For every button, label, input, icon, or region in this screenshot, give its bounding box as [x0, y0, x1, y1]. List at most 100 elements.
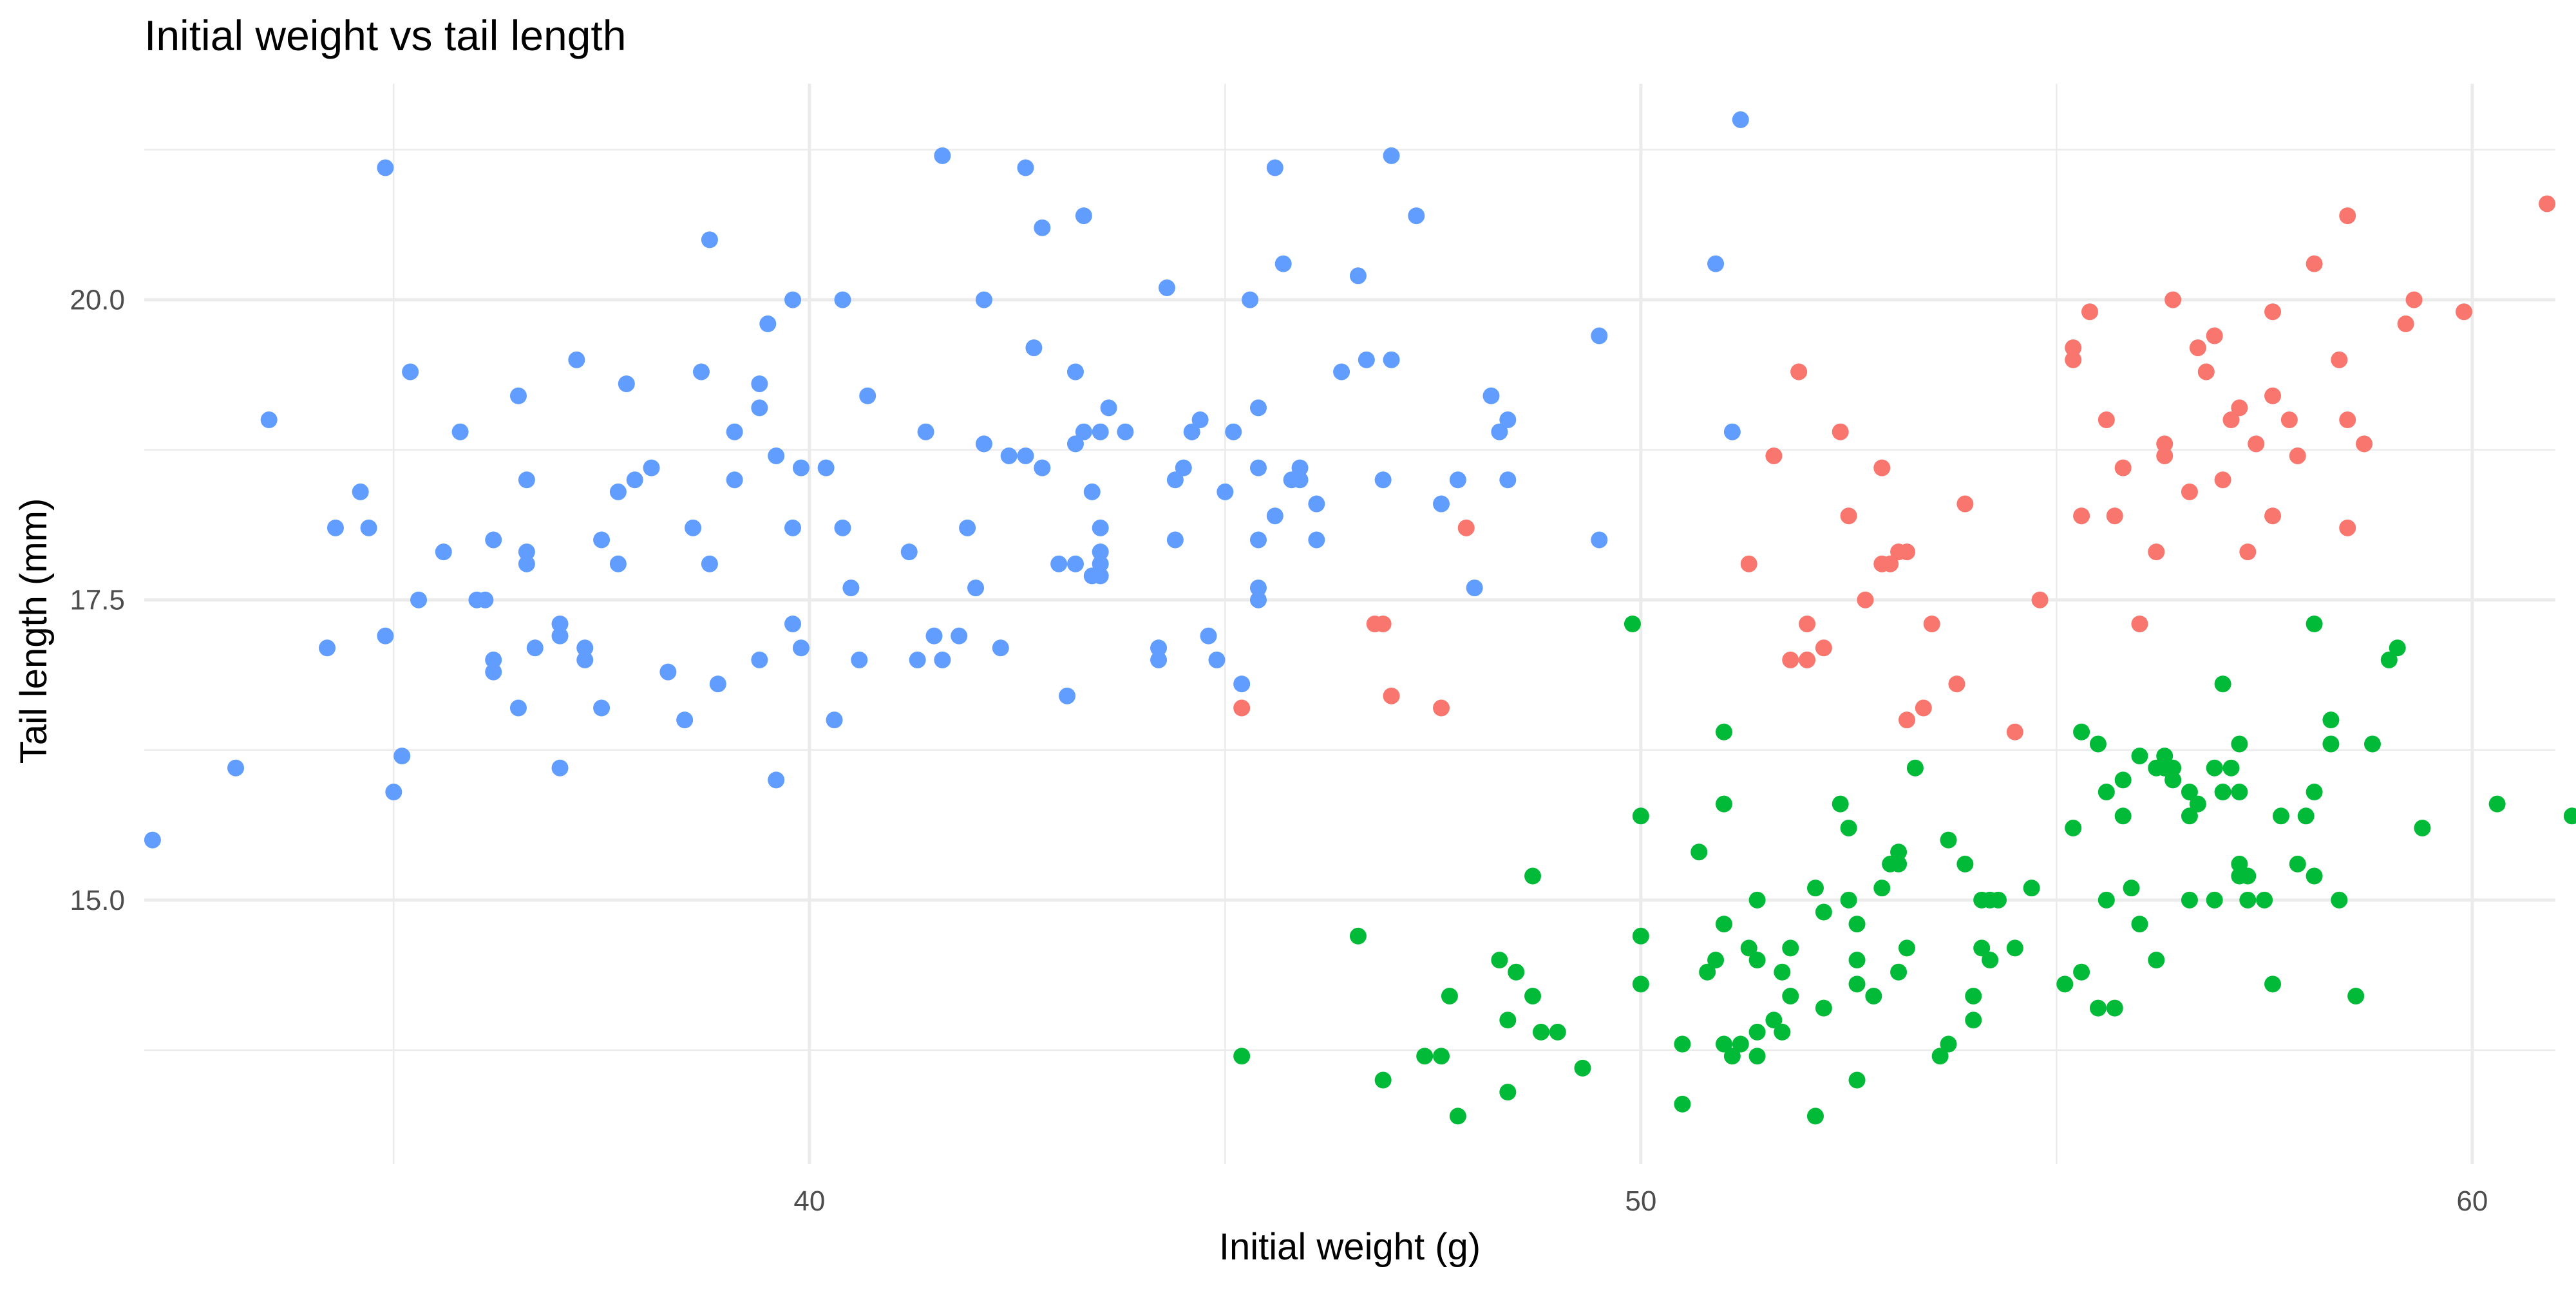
data-point	[2031, 591, 2049, 608]
data-point	[2231, 735, 2248, 753]
data-point	[685, 519, 702, 536]
data-point	[1191, 411, 1209, 429]
data-point	[1674, 1035, 1691, 1053]
data-point	[2114, 807, 2132, 825]
data-point	[1449, 1107, 1466, 1125]
data-point	[144, 831, 161, 849]
data-point	[1965, 1012, 1982, 1029]
data-point	[2006, 723, 2023, 740]
data-point	[2181, 784, 2198, 801]
data-point	[2231, 784, 2248, 801]
data-point	[2289, 447, 2306, 464]
data-point	[1408, 207, 1425, 225]
data-point	[2264, 507, 2282, 525]
data-point	[1882, 555, 1899, 572]
data-point	[2356, 435, 2373, 453]
data-point	[352, 483, 369, 500]
chart-title: Initial weight vs tail length	[144, 12, 626, 59]
grid-lines	[144, 84, 2555, 1164]
data-point	[2397, 315, 2414, 332]
data-point	[593, 531, 611, 549]
data-point	[1632, 927, 1649, 945]
data-point	[2189, 795, 2206, 813]
series-1	[1233, 195, 2556, 740]
x-tick-label: 50	[1625, 1185, 1656, 1217]
data-point	[834, 519, 851, 536]
data-point	[2023, 880, 2040, 897]
data-point	[2214, 784, 2231, 801]
data-point	[934, 651, 951, 668]
data-point	[593, 699, 611, 717]
data-point	[1632, 807, 1649, 825]
data-point	[2339, 519, 2356, 536]
data-point	[1740, 939, 1757, 957]
data-point	[1233, 1048, 1251, 1065]
data-point	[1765, 447, 1783, 464]
data-point	[1832, 423, 1849, 440]
data-point	[1092, 519, 1109, 536]
data-point	[435, 543, 452, 561]
data-point	[1806, 880, 1824, 897]
x-axis-ticks: 40 50 60	[793, 1185, 2488, 1217]
data-point	[2156, 447, 2174, 464]
data-point	[1066, 435, 1084, 453]
data-point	[1508, 963, 1525, 981]
data-point	[1208, 651, 1226, 668]
data-point	[1873, 880, 1891, 897]
data-point	[659, 663, 677, 681]
data-point	[1848, 1071, 1866, 1089]
data-point	[2148, 952, 2165, 969]
data-point	[1083, 483, 1101, 500]
data-point	[1266, 159, 1283, 176]
data-point	[1765, 1012, 1783, 1029]
data-point	[485, 651, 502, 668]
data-point	[2206, 327, 2223, 344]
data-point	[2189, 339, 2206, 357]
data-point	[1632, 975, 1649, 993]
data-point	[1466, 580, 1483, 597]
data-point	[2339, 207, 2356, 225]
data-point	[1898, 939, 1915, 957]
data-point	[1333, 363, 1350, 381]
data-point	[509, 387, 527, 404]
data-point	[2181, 891, 2198, 909]
data-point	[1707, 255, 1725, 272]
data-point	[1732, 111, 1749, 128]
data-point	[709, 675, 726, 693]
data-point	[2272, 807, 2289, 825]
data-point	[2089, 999, 2107, 1017]
data-point	[784, 519, 802, 536]
data-point	[1308, 531, 1325, 549]
data-point	[2222, 411, 2240, 429]
data-point	[2164, 759, 2182, 777]
data-point	[451, 423, 469, 440]
data-point	[851, 651, 868, 668]
data-point	[1990, 891, 2007, 909]
data-point	[1200, 627, 1217, 645]
data-point	[1233, 699, 1251, 717]
x-axis-label: Initial weight (g)	[1219, 1226, 1481, 1268]
data-point	[1499, 1084, 1517, 1101]
data-point	[1499, 1012, 1517, 1029]
data-point	[1249, 399, 1267, 417]
data-point	[1291, 471, 1309, 489]
data-point	[1017, 447, 1034, 464]
x-tick-label: 60	[2456, 1185, 2488, 1217]
data-point	[1075, 207, 1092, 225]
data-point	[2073, 963, 2090, 981]
data-point	[1898, 711, 1915, 729]
data-point	[377, 159, 394, 176]
data-point	[959, 519, 976, 536]
data-point	[393, 748, 411, 765]
data-point	[1748, 1048, 1766, 1065]
data-point	[1890, 843, 1908, 861]
data-point	[1433, 1048, 1450, 1065]
data-point	[1092, 423, 1109, 440]
data-point	[1723, 1048, 1741, 1065]
data-point	[1050, 555, 1068, 572]
data-point	[2181, 807, 2198, 825]
data-point	[2114, 459, 2132, 476]
data-point	[1715, 723, 1732, 740]
data-point	[826, 711, 843, 729]
data-point	[1383, 147, 1400, 164]
